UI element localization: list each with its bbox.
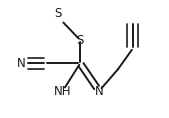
Text: S: S: [76, 34, 84, 46]
Text: N: N: [95, 85, 103, 98]
Text: S: S: [55, 7, 62, 20]
Text: NH: NH: [54, 85, 71, 98]
Text: N: N: [17, 57, 26, 70]
